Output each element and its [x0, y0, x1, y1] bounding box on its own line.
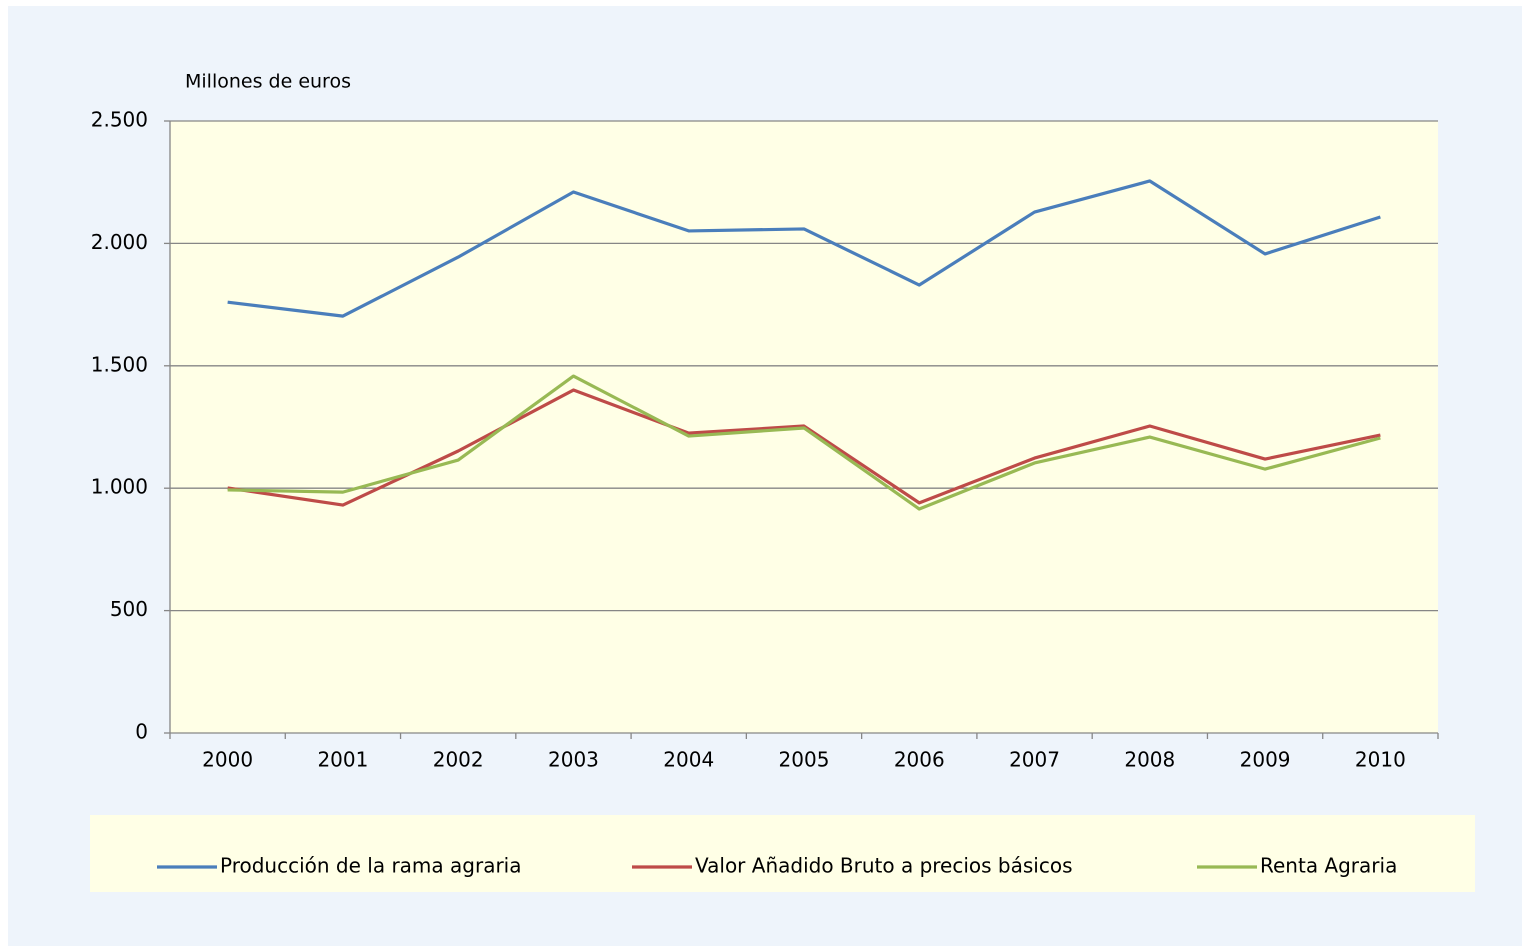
series-line	[227, 179, 1381, 318]
y-tick-label: 2.000	[91, 230, 148, 254]
legend-label: Renta Agraria	[1260, 854, 1397, 878]
x-tick-label: 2004	[663, 748, 714, 772]
x-tick-label: 2009	[1240, 748, 1291, 772]
x-tick-label: 2007	[1009, 748, 1060, 772]
x-tick-label: 2003	[548, 748, 599, 772]
series-line	[227, 388, 1381, 507]
y-axis-label: Millones de euros	[185, 71, 351, 93]
y-tick-label: 0	[135, 720, 148, 744]
series-line	[227, 374, 1381, 511]
x-tick-label: 2005	[779, 748, 830, 772]
y-tick-label: 1.500	[91, 352, 148, 376]
x-tick-label: 2002	[433, 748, 484, 772]
legend-label: Valor Añadido Bruto a precios básicos	[695, 854, 1073, 878]
y-tick-label: 500	[110, 597, 148, 621]
y-tick-label: 2.500	[91, 108, 148, 132]
x-tick-label: 2006	[894, 748, 945, 772]
legend-label: Producción de la rama agraria	[220, 854, 521, 878]
y-tick-label: 1.000	[91, 475, 148, 499]
legend-box	[90, 815, 1475, 892]
x-tick-label: 2010	[1355, 748, 1406, 772]
x-tick-label: 2000	[202, 748, 253, 772]
x-tick-label: 2008	[1124, 748, 1175, 772]
x-tick-label: 2001	[317, 748, 368, 772]
